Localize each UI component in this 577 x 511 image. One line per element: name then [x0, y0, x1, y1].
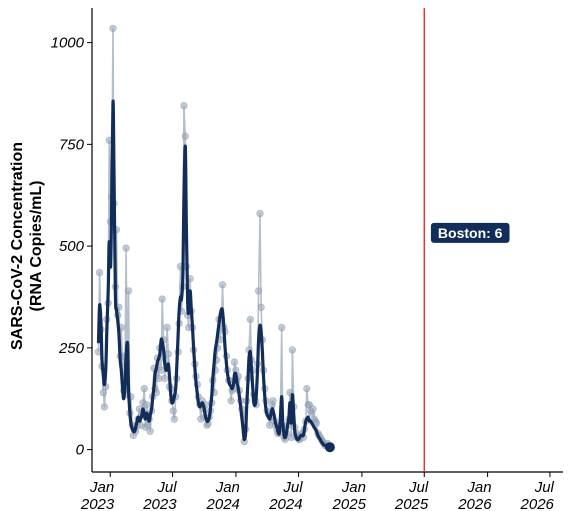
raw-data-point: [169, 407, 177, 415]
annotation-layer: Boston: 6: [423, 8, 510, 472]
raw-data-point: [181, 132, 189, 140]
raw-data-point: [256, 209, 264, 218]
raw-data-point: [269, 397, 277, 405]
raw-data-point: [309, 405, 317, 413]
raw-data-point: [164, 350, 173, 358]
raw-data-point: [142, 401, 151, 409]
raw-data-point: [218, 281, 227, 289]
x-tick-label-month: Jan: [466, 479, 491, 496]
raw-data-point: [95, 268, 104, 277]
callout-label: Boston: 6: [438, 225, 503, 241]
trend-line-layer: [96, 99, 335, 453]
x-tick-label-year: 2025: [394, 496, 429, 511]
raw-data-point: [170, 415, 178, 423]
x-tick-label-month: Jul: [156, 479, 177, 496]
x-tick-label-month: Jul: [408, 479, 429, 496]
raw-data-point: [163, 323, 171, 332]
raw-measurements-layer: [94, 24, 334, 452]
trend-line: [96, 99, 332, 449]
x-tick-label-month: Jan: [215, 479, 240, 496]
y-tick-label: 1000: [51, 35, 85, 52]
x-tick-label-year: 2025: [332, 496, 367, 511]
raw-data-point: [303, 384, 311, 393]
y-tick-label: 750: [59, 136, 85, 153]
raw-data-point: [100, 403, 109, 411]
raw-data-point: [230, 358, 239, 366]
raw-measurement-line: [97, 27, 331, 449]
y-tick-label: 500: [59, 238, 85, 255]
raw-data-point: [227, 397, 235, 405]
x-tick-label-month: Jan: [89, 479, 114, 496]
y-tick-label: 0: [76, 442, 85, 459]
axes: 02505007501000Jan2023Jul2023Jan2024Jul20…: [51, 8, 563, 511]
x-tick-label-month: Jul: [282, 479, 303, 496]
x-tick-label-year: 2026: [457, 496, 492, 511]
raw-data-point: [122, 244, 130, 252]
raw-data-point: [254, 287, 263, 295]
raw-data-point: [180, 101, 188, 110]
raw-data-point: [124, 287, 133, 295]
x-tick-label-year: 2024: [206, 496, 240, 511]
raw-data-point: [246, 315, 255, 324]
raw-data-point: [160, 374, 169, 383]
y-tick-label: 250: [58, 340, 85, 357]
x-tick-label-year: 2023: [142, 496, 177, 511]
x-tick-label-year: 2026: [520, 496, 555, 511]
x-tick-label-year: 2024: [268, 496, 302, 511]
x-tick-label-month: Jan: [341, 479, 366, 496]
current-value-callout: Boston: 6: [430, 222, 510, 243]
y-axis-label-line-1: SARS-CoV-2 Concentration: [9, 142, 26, 350]
raw-data-point: [99, 388, 108, 397]
y-axis-label-line-2: (RNA Copies/mL): [28, 181, 45, 312]
callout-background: [430, 222, 510, 243]
raw-data-point: [144, 421, 152, 429]
raw-data-point: [288, 346, 297, 354]
y-axis-label: SARS-CoV-2 Concentration (RNA Copies/mL): [9, 142, 45, 350]
raw-data-point: [157, 366, 165, 374]
raw-data-point: [257, 303, 265, 311]
raw-data-point: [140, 384, 148, 393]
raw-data-point: [109, 24, 117, 33]
x-tick-label-year: 2023: [80, 496, 115, 511]
raw-data-point: [278, 323, 286, 332]
raw-data-point: [158, 295, 166, 303]
raw-data-point: [146, 427, 154, 435]
latest-value-point: [324, 442, 335, 453]
x-tick-label-month: Jul: [534, 479, 555, 496]
